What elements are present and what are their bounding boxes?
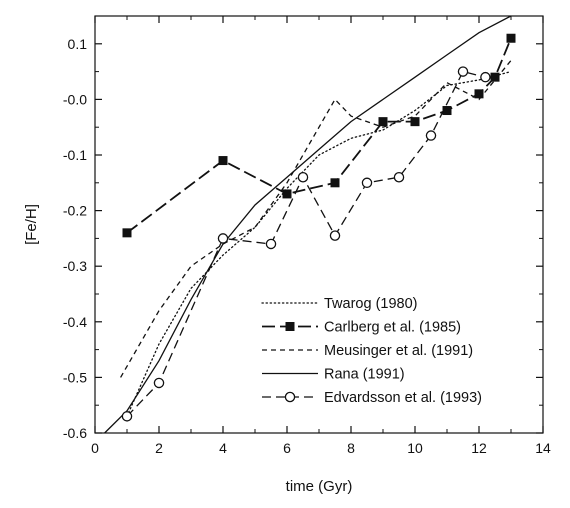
data-point (282, 189, 292, 199)
y-tick-label: -0.6 (63, 425, 87, 441)
legend-item: Twarog (1980) (261, 296, 418, 312)
data-point (410, 117, 420, 127)
y-tick-label: -0.1 (63, 147, 87, 163)
series-4 (121, 66, 491, 422)
series-line (126, 70, 486, 417)
data-point (217, 233, 229, 244)
legend-marker (285, 322, 295, 331)
legend-label: Edvardsson et al. (1993) (324, 390, 482, 406)
data-point (490, 72, 500, 82)
data-point (480, 71, 491, 83)
y-tick-label: -0.5 (63, 369, 87, 385)
x-axis-title: time (Gyr) (286, 478, 353, 495)
legend-item: Meusinger et al. (1991) (262, 343, 473, 359)
data-point (474, 89, 484, 99)
data-point (361, 177, 373, 189)
data-point (425, 130, 437, 141)
series-line (126, 37, 512, 234)
y-tick-label: -0.2 (63, 203, 87, 219)
data-point (122, 228, 132, 238)
series-3 (104, 15, 512, 434)
y-tick-label: -0.0 (63, 91, 87, 107)
legend-label: Rana (1991) (324, 367, 405, 383)
y-tick-label: 0.1 (68, 36, 88, 52)
series-1 (122, 33, 516, 238)
series-0 (126, 70, 512, 417)
data-point (218, 156, 228, 166)
legend-item: Rana (1991) (262, 367, 405, 383)
x-tick-label: 10 (407, 440, 423, 456)
series-line (126, 70, 512, 417)
x-tick-label: 2 (155, 440, 163, 456)
legend: Twarog (1980) Carlberg et al. (1985) Meusi… (261, 296, 482, 406)
x-axis: 0 2 4 6 8 10 12 14 (91, 16, 551, 456)
series-line (104, 15, 512, 434)
series-layer (104, 15, 516, 434)
y-tick-label: -0.3 (63, 258, 87, 274)
x-tick-label: 6 (283, 440, 291, 456)
legend-label: Carlberg et al. (1985) (324, 320, 461, 336)
x-tick-label: 0 (91, 440, 99, 456)
data-point (393, 171, 405, 183)
data-point (153, 377, 165, 389)
data-point (506, 33, 516, 43)
series-line (120, 60, 512, 378)
x-tick-label: 8 (347, 440, 355, 456)
data-point (330, 178, 340, 188)
legend-item: Carlberg et al. (1985) (262, 320, 461, 336)
series-2 (120, 60, 512, 378)
x-tick-label: 14 (535, 440, 551, 456)
data-point (442, 106, 452, 116)
data-point (121, 411, 133, 422)
data-point (265, 238, 277, 250)
legend-label: Meusinger et al. (1991) (324, 343, 473, 359)
y-tick-label: -0.4 (63, 314, 87, 330)
legend-label: Twarog (1980) (324, 296, 418, 312)
legend-item: Edvardsson et al. (1993) (262, 390, 482, 406)
y-axis-title: [Fe/H] (23, 204, 40, 245)
x-tick-label: 4 (219, 440, 227, 456)
data-point (297, 171, 309, 183)
x-tick-label: 12 (471, 440, 487, 456)
data-point (457, 66, 469, 77)
data-point (378, 117, 388, 127)
data-point (329, 230, 341, 241)
y-axis: 0.1 -0.0 -0.1 -0.2 -0.3 -0.4 -0.5 -0.6 (63, 15, 543, 441)
legend-marker (284, 391, 296, 403)
plot-frame (94, 15, 544, 434)
